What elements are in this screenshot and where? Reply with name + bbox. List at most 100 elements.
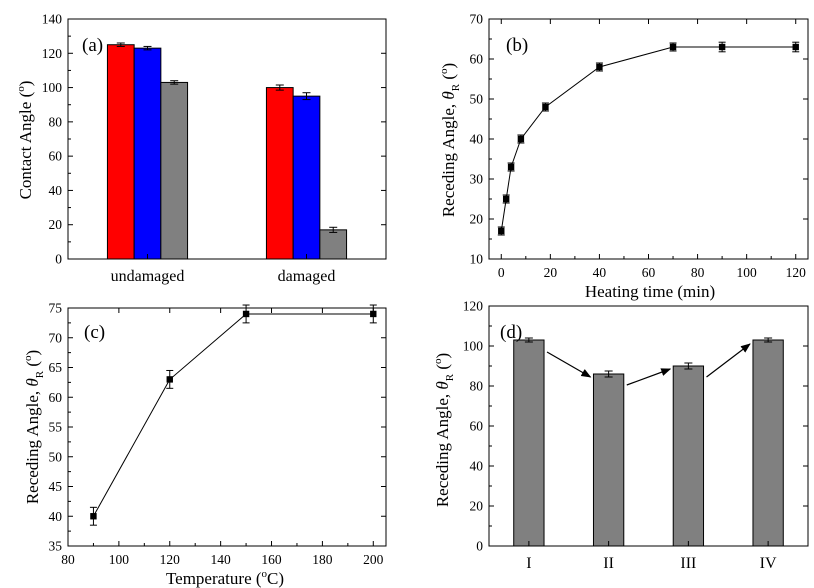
chart-d-bar [752,339,784,547]
chart-a: undamaged damaged 0 20 40 60 80 100 120 140 (a) C… [15,12,387,285]
chart-a-ylabel: Contact Angle (o) [15,81,35,200]
chart-b-xtick-label: 60 [642,265,656,280]
chart-a-ytick-label: 140 [42,12,63,27]
chart-b-data-point [542,103,549,111]
chart-c-ytick-label: 70 [49,330,63,345]
chart-b-data-point [792,43,799,51]
chart-a-category-label: damaged [278,268,336,285]
chart-a-bar [292,95,321,260]
chart-c-xtick-label: 100 [109,552,130,567]
chart-b-ytick-label: 60 [470,52,484,67]
chart-d-ytick-label: 40 [470,459,484,474]
chart-c-data-point [242,310,250,318]
chart-b-panel-label: (b) [506,35,528,56]
chart-b-ytick-label: 30 [470,172,484,187]
chart-c-ylabel: Receding Angle, θR (o) [22,350,46,504]
chart-c-xtick-label: 160 [261,552,282,567]
chart-c-xtick-label: 200 [363,552,384,567]
chart-c-data-point [90,513,97,520]
chart-c-xtick-label: 80 [61,552,75,567]
chart-b-ytick-label: 10 [470,252,484,267]
chart-c-xlabel: Temperature (oC) [166,568,284,588]
chart-a-ytick-label: 60 [49,149,63,164]
chart-d-category-label: III [680,555,696,572]
chart-b-xtick-label: 40 [593,265,607,280]
chart-c-xtick-label: 180 [312,552,333,567]
chart-b-xtick-label: 20 [544,265,558,280]
chart-b-series-line [500,46,796,232]
chart-b-xtick-label: 100 [737,265,758,280]
chart-c-ytick-label: 55 [49,420,63,435]
chart-d-panel-label: (d) [500,322,522,343]
chart-b-data-point [718,43,726,51]
chart-a-ytick-label: 80 [49,114,63,129]
chart-b-axes: 10 20 30 40 50 60 70 0 20 40 60 80 100 120 [470,12,809,280]
chart-c-series-line [92,313,374,517]
chart-a-ytick-label: 100 [42,80,63,95]
chart-d-ytick-label: 100 [463,339,484,354]
chart-b-data-point [669,43,677,51]
chart-a-bar [106,44,135,260]
chart-b-frame [488,18,809,260]
chart-d-bar [513,339,545,547]
chart-c-xtick-label: 140 [211,552,232,567]
chart-a-bar [265,87,294,260]
chart-a-ytick-label: 40 [49,183,63,198]
chart-a-category-label: undamaged [111,268,185,285]
chart-d-arrow [626,368,672,386]
chart-d-arrow [546,351,592,378]
chart-d-bar [672,365,705,547]
chart-d-ylabel: Receding Angle, θR (o) [432,353,456,507]
chart-c-xtick-label: 120 [160,552,181,567]
chart-b-xlabel: Heating time (min) [585,282,715,301]
chart-a-bar [319,229,348,260]
chart-a-ytick-label: 20 [49,217,63,232]
chart-b-data-point [502,195,510,203]
chart-b-data-point [507,163,515,171]
chart-c-ytick-label: 40 [49,509,63,524]
chart-b-xtick-label: 0 [498,265,505,280]
chart-b-ytick-label: 40 [470,132,484,147]
chart-d-ytick-label: 0 [476,539,483,554]
chart-a-panel-label: (a) [82,35,103,56]
chart-b: 10 20 30 40 50 60 70 0 20 40 60 80 100 120 (b) Heatin… [438,12,809,301]
chart-c-data-point [370,310,377,318]
chart-b-xtick-label: 80 [691,265,705,280]
chart-d-ytick-label: 60 [470,419,484,434]
chart-c: 35 40 45 50 55 60 65 70 75 80 100 120 140 160 180 200 (… [22,301,387,588]
chart-c-panel-label: (c) [84,322,105,343]
chart-b-ytick-label: 50 [470,92,484,107]
chart-c-marks [89,304,377,526]
chart-a-ytick-label: 120 [42,46,63,61]
chart-a-axes: undamaged damaged 0 20 40 60 80 100 120 140 [42,12,387,285]
chart-d-marks [513,337,784,547]
chart-a-ytick-label: 0 [55,252,62,267]
chart-c-frame [67,307,387,547]
chart-c-ytick-label: 65 [49,360,63,375]
chart-d-ytick-label: 20 [470,499,484,514]
chart-c-ytick-label: 60 [49,390,63,405]
chart-b-marks [497,41,800,236]
chart-c-ytick-label: 75 [49,301,63,316]
chart-c-ytick-label: 45 [49,479,63,494]
chart-c-ytick-label: 50 [49,449,63,464]
chart-b-data-point [517,135,525,143]
chart-c-axes: 35 40 45 50 55 60 65 70 75 80 100 120 140 160 180 200 [49,301,387,567]
chart-d-bar [592,373,625,547]
chart-d-ytick-label: 120 [463,299,484,314]
chart-b-ytick-label: 20 [470,212,484,227]
chart-d-ytick-label: 80 [470,379,484,394]
chart-d-arrow [706,343,751,378]
chart-b-data-point [596,63,603,71]
chart-b-ytick-label: 70 [470,12,484,27]
chart-d-category-label: II [603,555,614,572]
chart-d-category-label: IV [760,555,777,572]
chart-b-data-point [498,227,505,235]
chart-b-ylabel: Receding Angle, θR (o) [438,63,462,217]
chart-a-bar [133,47,162,260]
chart-c-ytick-label: 35 [49,539,63,554]
chart-c-data-point [166,376,173,383]
chart-a-bar [160,81,189,260]
